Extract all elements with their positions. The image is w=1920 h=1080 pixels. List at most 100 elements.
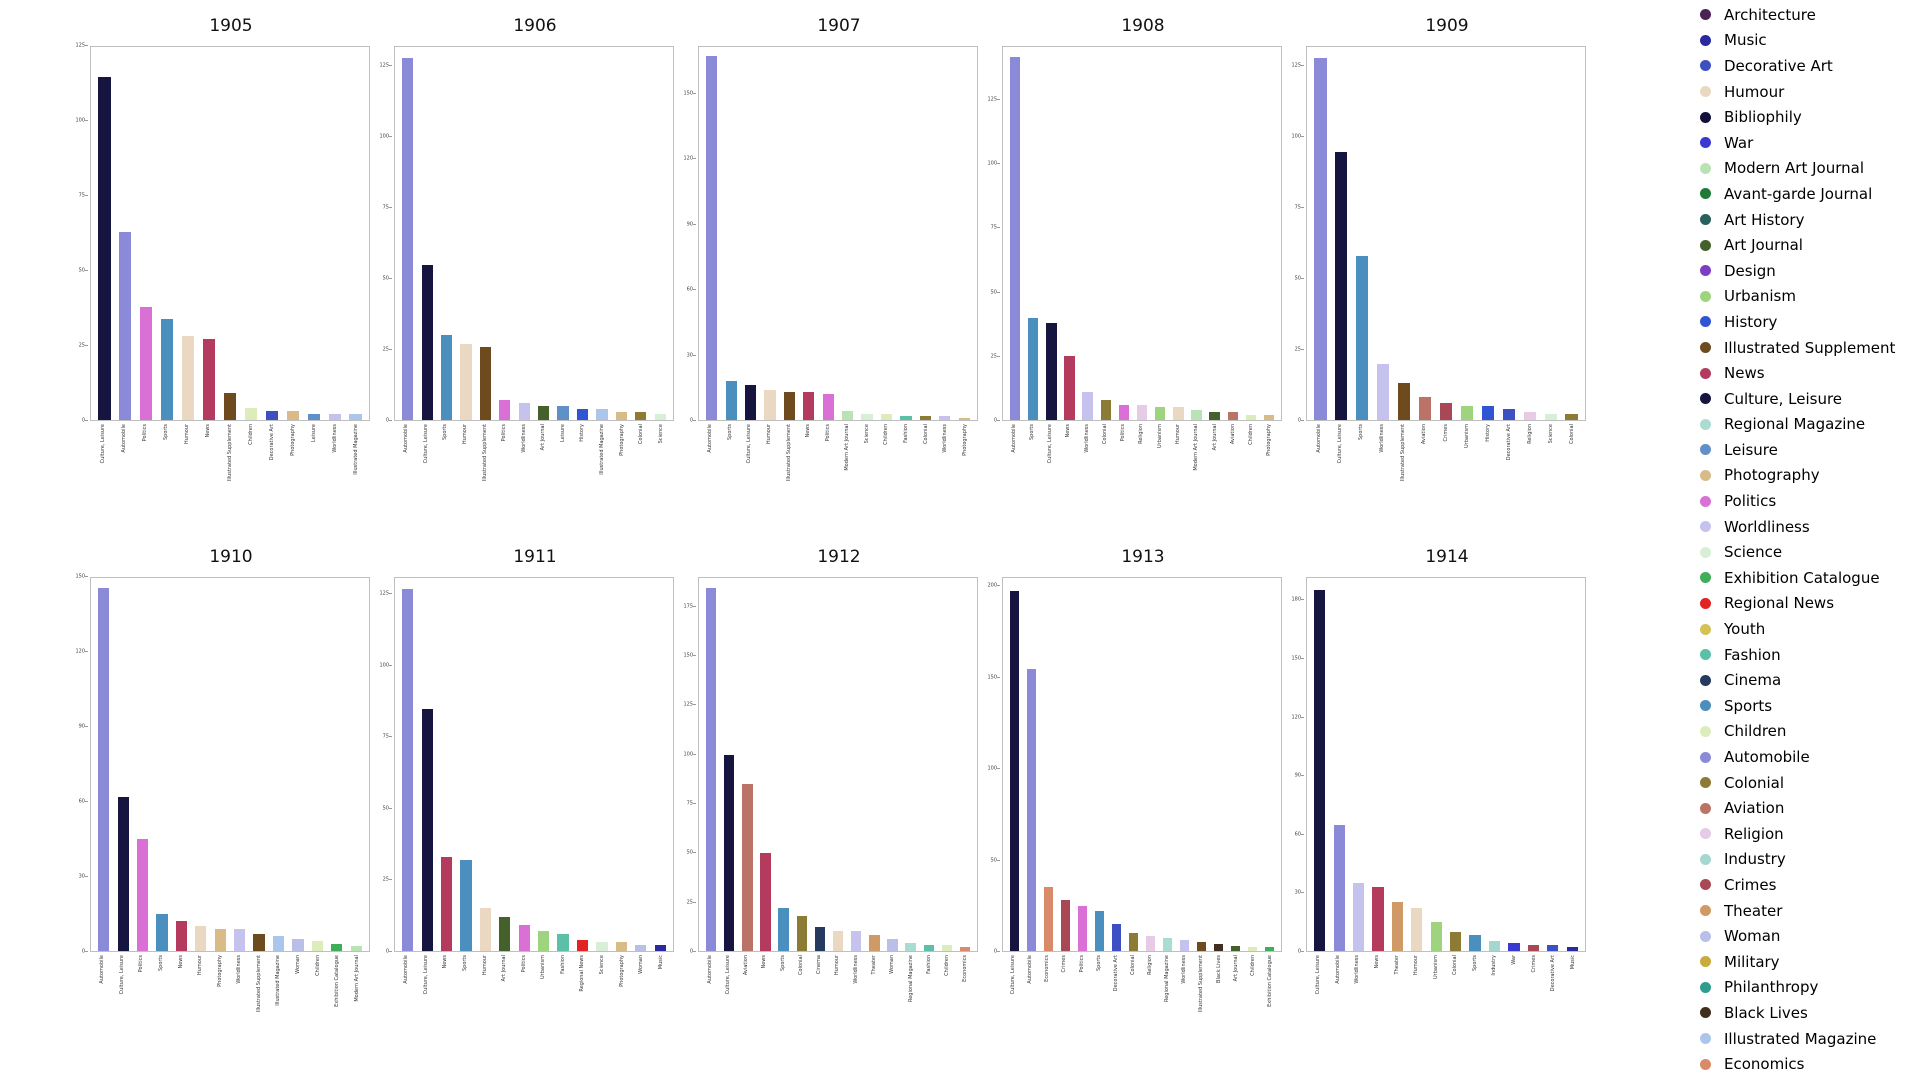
x-tick-label: Sports <box>779 955 786 972</box>
legend-label: Humour <box>1724 82 1785 101</box>
plot-area <box>90 577 370 952</box>
y-tick-label: 90 <box>1294 772 1301 779</box>
y-tick-mark <box>997 420 1000 421</box>
legend-label: Art Journal <box>1724 236 1803 255</box>
bar-culture-leisure <box>1009 590 1020 951</box>
bar-photography <box>214 928 226 951</box>
bar-exhibition-catalogue <box>331 943 343 951</box>
bar-slot <box>157 47 178 420</box>
bar-slot <box>495 578 514 951</box>
y-tick-mark <box>997 227 1000 229</box>
bar-worldliness <box>1179 940 1190 951</box>
bar-slot <box>592 578 611 951</box>
y-tick-mark <box>997 355 1000 357</box>
bar-sports <box>1094 910 1105 951</box>
y-tick-label: 25 <box>382 346 389 353</box>
bar-urbanism <box>1154 407 1166 420</box>
x-tick-label: Colonial <box>638 424 645 445</box>
x-tick-label: News <box>205 424 212 438</box>
y-tick-mark <box>693 420 696 421</box>
x-tick-label: Politics <box>520 955 527 973</box>
x-tick-label: Art Journal <box>1232 955 1239 982</box>
x-tick-label: News <box>442 955 449 969</box>
bar-illustrated-supplement <box>253 933 265 951</box>
legend-label: Design <box>1724 261 1776 280</box>
x-tick-slot: Culture, Leisure <box>93 424 114 501</box>
legend-swatch-icon <box>1700 214 1711 226</box>
legend-item: Decorative Art <box>1700 53 1915 79</box>
bar-economics <box>1043 887 1054 951</box>
x-tick-slot: Children <box>1245 955 1262 1032</box>
bar-theater <box>869 935 880 951</box>
x-tick-slot: Leisure <box>554 424 574 501</box>
x-tick-label: Humour <box>197 955 204 976</box>
bar-slot <box>935 47 954 420</box>
bar-slot <box>954 47 973 420</box>
y-tick-label: 0 <box>385 417 389 424</box>
bar-slot <box>1193 578 1210 951</box>
legend-label: Philanthropy <box>1724 978 1819 997</box>
x-tick-slot: Photography <box>210 955 230 1032</box>
bar-slot <box>1133 47 1151 420</box>
y-tick-label: 100 <box>379 662 389 669</box>
chart-title: 1909 <box>1425 16 1469 36</box>
y-axis: 0 50 100 150 200 <box>980 577 1000 954</box>
bar-decorative-art <box>1502 408 1515 420</box>
x-tick-label: Politics <box>142 424 149 442</box>
bar-slot <box>1108 578 1125 951</box>
bar-slot <box>308 578 327 951</box>
y-tick-label: 25 <box>990 353 997 360</box>
y-tick-label: 125 <box>1291 62 1301 69</box>
bar-woman <box>635 945 647 951</box>
x-tick-slot: Woman <box>289 955 309 1032</box>
x-tick-label: Worldliness <box>1379 424 1386 453</box>
bar-slot <box>1415 47 1436 420</box>
plot-area <box>394 46 674 421</box>
bar-slot <box>1115 47 1133 420</box>
y-tick-mark <box>693 354 696 356</box>
legend-label: Black Lives <box>1724 1003 1808 1022</box>
x-tick-slot: Politics <box>818 424 838 501</box>
bar-slot <box>240 47 261 420</box>
bar-slot <box>811 578 829 951</box>
bar-slot <box>269 578 288 951</box>
legend-item: Photography <box>1700 463 1915 489</box>
y-tick-mark <box>85 420 88 421</box>
y-tick-mark <box>693 704 696 706</box>
x-tick-label: Fashion <box>925 955 932 974</box>
x-tick-slot: Fashion <box>554 955 574 1032</box>
bar-slot <box>1142 578 1159 951</box>
x-tick-label: Colonial <box>1101 424 1108 445</box>
bar-slot <box>650 578 669 951</box>
legend-swatch-icon <box>1700 111 1711 123</box>
y-tick-label: 175 <box>683 603 693 610</box>
x-tick-label: Automobile <box>1316 424 1323 453</box>
bar-slot <box>1227 578 1244 951</box>
bar-sports <box>460 859 472 951</box>
x-tick-slot: Worldliness <box>325 424 346 501</box>
bar-slot <box>573 47 592 420</box>
y-tick-mark <box>389 664 392 666</box>
bar-woman <box>887 939 898 951</box>
x-tick-slot: Worldliness <box>1348 955 1368 1032</box>
x-tick-slot: Cinema <box>811 955 829 1032</box>
y-tick-label: 50 <box>990 289 997 296</box>
legend-item: War <box>1700 130 1915 156</box>
y-tick-label: 125 <box>379 62 389 69</box>
chart-title: 1905 <box>209 16 253 36</box>
x-tick-label: Regional News <box>579 955 586 992</box>
bar-crimes <box>1439 403 1453 420</box>
bar-slot <box>115 47 136 420</box>
bar-slot <box>1074 578 1091 951</box>
legend-label: Avant-garde Journal <box>1724 184 1873 203</box>
chart-title: 1907 <box>817 16 861 36</box>
x-tick-slot: Sports <box>721 424 741 501</box>
y-tick-mark <box>1301 206 1304 208</box>
x-tick-slot: News <box>1060 424 1078 501</box>
x-tick-label: Religion <box>1147 955 1154 975</box>
bar-history <box>1481 405 1494 420</box>
x-tick-label: Woman <box>889 955 896 974</box>
bar-culture-leisure <box>117 796 129 951</box>
legend-item: Worldliness <box>1700 514 1915 540</box>
y-tick-label: 150 <box>987 674 997 681</box>
